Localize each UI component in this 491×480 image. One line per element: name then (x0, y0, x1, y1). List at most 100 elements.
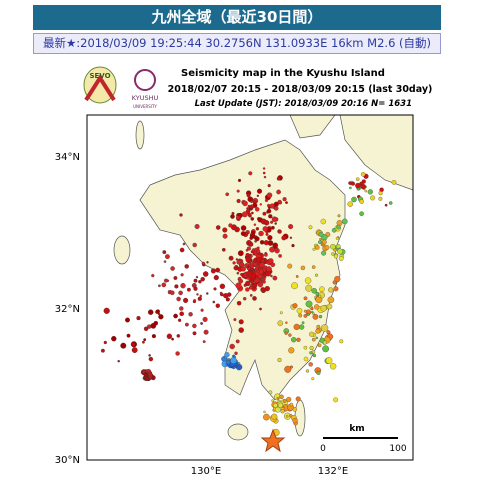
quake-dot (262, 211, 267, 216)
quake-dot (310, 307, 314, 311)
quake-dot (277, 402, 284, 408)
quake-dot (267, 235, 273, 241)
quake-dot (182, 242, 186, 246)
quake-dot (329, 363, 337, 370)
quake-dot (277, 357, 282, 363)
quake-dot (288, 347, 295, 354)
quake-dot (284, 331, 288, 335)
quake-dot (215, 303, 220, 308)
quake-dot (311, 337, 316, 342)
quake-dot (186, 287, 191, 292)
quake-dot (295, 275, 299, 278)
map-title: Seismicity map in the Kyushu Island (181, 68, 385, 79)
quake-dot (100, 348, 105, 353)
quake-dot (285, 321, 288, 324)
quake-dot (314, 273, 319, 277)
quake-dot (272, 402, 278, 408)
quake-dot (171, 337, 174, 341)
quake-dot (312, 313, 319, 320)
quake-dot (286, 396, 292, 403)
quake-dot (256, 188, 263, 194)
quake-dot (264, 198, 269, 202)
quake-dot (318, 240, 322, 244)
quake-dot (318, 314, 323, 319)
quake-dot (240, 231, 246, 236)
logo-left: SEVO (83, 66, 117, 104)
quake-dot (335, 236, 339, 240)
latest-event[interactable]: 最新★:2018/03/09 19:25:44 30.2756N 131.093… (33, 33, 441, 54)
quake-dot (247, 265, 250, 268)
quake-dot (233, 265, 239, 271)
quake-dot (274, 248, 280, 254)
quake-dot (148, 356, 154, 362)
map-update: Last Update (JST): 2018/03/09 20:16 N= 1… (195, 99, 412, 109)
quake-dot (131, 347, 138, 354)
quake-dot (194, 223, 200, 230)
quake-dot (296, 337, 301, 342)
quake-dot (254, 239, 257, 243)
quake-dot (293, 323, 300, 330)
quake-dot (318, 294, 322, 298)
quake-dot (261, 259, 265, 263)
quake-dot (279, 394, 284, 399)
quake-dot (268, 258, 274, 264)
quake-dot (221, 247, 226, 252)
quake-dot (225, 192, 230, 197)
quake-dot (282, 197, 287, 202)
quake-dot (226, 360, 231, 365)
quake-dot (273, 206, 279, 211)
logo-right: KYUSHU UNIVERSITY (132, 69, 159, 109)
quake-dot (378, 191, 383, 196)
quake-dot (183, 297, 189, 303)
quake-dot (277, 229, 282, 234)
quake-dot (252, 252, 256, 256)
quake-dot (270, 274, 273, 278)
quake-dot (163, 278, 169, 283)
quake-dot (276, 176, 281, 181)
quake-dot (179, 213, 183, 217)
quake-dot (262, 171, 266, 175)
quake-dot (333, 286, 339, 292)
quake-dot (248, 286, 253, 290)
quake-dot (173, 276, 178, 280)
quake-dot (230, 357, 237, 364)
y-label: 30°N (55, 455, 80, 466)
quake-dot (320, 324, 329, 332)
quake-dot (250, 200, 253, 204)
logo-right-sub: UNIVERSITY (133, 104, 157, 109)
quake-dot (235, 339, 240, 344)
quake-dot (252, 282, 258, 288)
x-label: 130°E (191, 466, 221, 477)
earthquakes (100, 167, 397, 437)
quake-dot (231, 211, 235, 215)
quake-dot (174, 284, 179, 289)
quake-dot (228, 255, 234, 261)
quake-dot (192, 331, 197, 336)
quake-dot (117, 359, 120, 363)
quake-dot (179, 311, 184, 317)
y-label: 32°N (55, 304, 80, 315)
quake-dot (267, 240, 274, 246)
quake-dot (151, 273, 155, 278)
quake-dot (305, 369, 310, 373)
quake-dot (319, 237, 322, 241)
quake-dot (279, 311, 283, 315)
quake-dot (111, 336, 117, 342)
quake-dot (266, 208, 272, 214)
map-period: 2018/02/07 20:15 - 2018/03/09 20:15 (las… (168, 84, 433, 95)
quake-dot (230, 214, 235, 219)
quake-dot (249, 294, 253, 297)
quake-dot (263, 175, 267, 179)
quake-dot (341, 218, 348, 225)
quake-dot (193, 299, 197, 302)
quake-dot (296, 307, 303, 314)
quake-dot (202, 340, 206, 344)
quake-dot (311, 288, 317, 294)
quake-dot (360, 172, 366, 177)
quake-dot (308, 362, 313, 367)
quake-dot (278, 254, 282, 258)
quake-dot (250, 273, 256, 279)
quake-dot (136, 315, 141, 321)
quake-dot (162, 250, 167, 255)
